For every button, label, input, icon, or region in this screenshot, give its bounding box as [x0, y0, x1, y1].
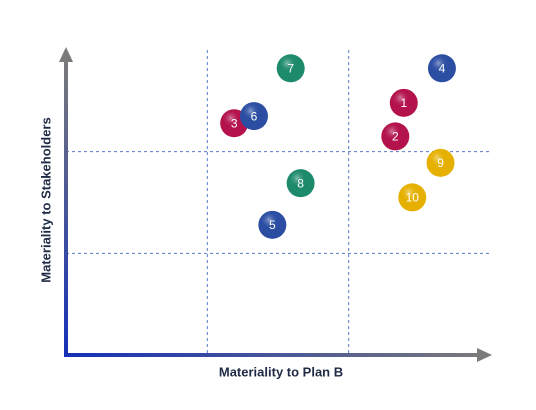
point-shine [381, 122, 410, 151]
grid [66, 50, 490, 355]
point-shine [286, 169, 315, 198]
y-axis-title: Materiality to Stakeholders [38, 117, 53, 282]
point-label: 6 [251, 109, 258, 123]
point-label: 7 [287, 61, 294, 75]
y-axis [64, 60, 68, 357]
x-axis [64, 353, 480, 357]
point-shine [276, 54, 305, 83]
point-label: 9 [437, 156, 444, 170]
point-shine [239, 102, 268, 131]
point-shine [427, 54, 456, 83]
point-label: 8 [297, 176, 304, 190]
point-shine [389, 88, 418, 117]
point-shine [398, 183, 427, 212]
point-shine [258, 210, 287, 239]
y-axis-arrow [59, 47, 73, 62]
point-label: 10 [406, 191, 420, 205]
x-axis-arrow [477, 348, 492, 362]
point-label: 4 [439, 61, 446, 75]
point-label: 3 [231, 116, 238, 130]
points: 1 2 3 4 5 6 7 8 9 10 [220, 54, 456, 239]
point-label: 1 [400, 96, 407, 110]
x-axis-title: Materiality to Plan B [219, 364, 343, 379]
point-shine [426, 148, 455, 177]
point-label: 5 [269, 218, 276, 232]
point-label: 2 [392, 130, 399, 144]
